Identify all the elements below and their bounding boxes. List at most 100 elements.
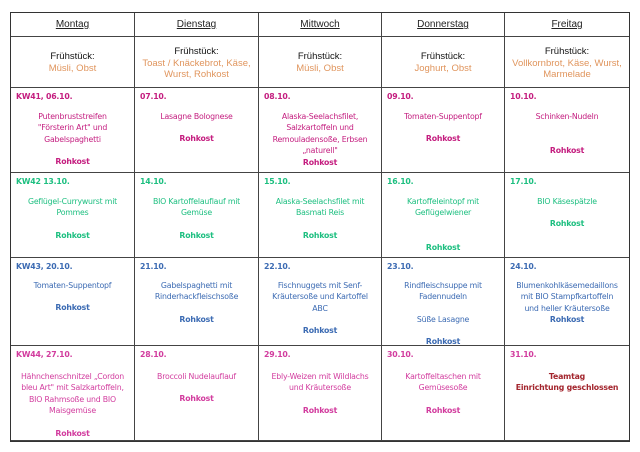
rohkost-label: Rohkost	[425, 242, 461, 252]
meal-line: Einrichtung geschlossen	[515, 383, 619, 393]
day-cell: 21.10. Gabelspaghetti mit Rinderhackfleisc…	[135, 258, 259, 346]
meal-line: Gabelspaghetti	[44, 134, 101, 144]
cell-menu: Blumenkohlkäsemedaillons mit BIO Stampfka…	[507, 280, 627, 326]
day-cell: 10.10. Schinken-Nudeln Rohkost	[505, 88, 629, 173]
meal-name: Alaska-Seelachsfilet mit Basmati Reis	[261, 196, 379, 219]
breakfast-items: Müsli, Obst	[259, 63, 381, 75]
breakfast-item-line: Toast / Knäckebrot, Käse,	[142, 57, 251, 69]
meal-line: Gemüse	[180, 208, 213, 218]
cell-menu: Tomaten-Suppentopf Rohkost	[13, 280, 132, 314]
cell-date: 17.10.	[510, 177, 537, 186]
meal-line: Kräutersoße und Kartoffel	[272, 292, 368, 302]
rohkost-label: Rohkost	[302, 326, 338, 336]
cell-date: KW43, 20.10.	[16, 262, 73, 271]
meal-line: Pommes	[56, 208, 89, 218]
day-cell: 07.10. Lasagne Bolognese Rohkost	[135, 88, 259, 173]
meal-line: bleu Art" mit Salzkartoffeln,	[21, 383, 124, 393]
cell-date: 28.10.	[140, 350, 167, 359]
cell-menu: Kartoffeltaschen mit Gemüsesoße Rohkost	[384, 371, 502, 416]
breakfast-cell: Frühstück: Müsli, Obst	[11, 37, 135, 88]
meal-line: Hähnchenschnitzel „Cordon	[20, 372, 125, 381]
cell-menu: Kartoffeleintopf mit Geflügelwiener Rohkos…	[384, 196, 502, 253]
day-header-montag: Montag	[11, 13, 135, 37]
meal-name: Hähnchenschnitzel „Cordon bleu Art" mit S…	[13, 371, 132, 417]
breakfast-cell: Frühstück: Toast / Knäckebrot, Käse, Wurst…	[135, 37, 259, 88]
cell-date: 31.10.	[510, 350, 537, 359]
rohkost-label: Rohkost	[302, 230, 338, 240]
day-cell: 30.10. Kartoffeltaschen mit Gemüsesoße Rohk…	[382, 346, 505, 441]
day-cell: 09.10. Tomaten-Suppentopf Rohkost	[382, 88, 505, 173]
day-cell: 17.10. BIO Käsespätzle Rohkost	[505, 173, 629, 258]
meal-line: Alaska-Seelachsfilet,	[281, 112, 359, 121]
day-cell: 16.10. Kartoffeleintopf mit Geflügelwiener…	[382, 173, 505, 258]
day-header-freitag: Freitag	[505, 13, 629, 37]
cell-date: KW44, 27.10.	[16, 350, 73, 359]
meal-line: mit BIO Stampfkartoffeln	[520, 292, 614, 302]
breakfast-item-line: Marmelade	[543, 69, 591, 80]
breakfast-items: Vollkornbrot, Käse, Wurst, Marmelade	[505, 58, 629, 81]
cell-menu: Putenbruststreifen "Försterin Art" und Gab…	[13, 111, 132, 168]
meal-line: Putenbruststreifen	[38, 112, 107, 121]
day-header-mittwoch: Mittwoch	[259, 13, 382, 37]
meal-name: Kartoffeltaschen mit Gemüsesoße	[384, 371, 502, 394]
meal-name: Blumenkohlkäsemedaillons mit BIO Stampfka…	[507, 280, 627, 314]
day-cell: 24.10. Blumenkohlkäsemedaillons mit BIO St…	[505, 258, 629, 346]
meal-line: Kartoffeleintopf mit	[407, 197, 479, 206]
cell-date: 29.10.	[264, 350, 291, 359]
breakfast-cell: Frühstück: Joghurt, Obst	[382, 37, 505, 88]
rohkost-label: Rohkost	[55, 157, 90, 167]
day-cell: 14.10. BIO Kartoffelauflauf mit Gemüse Rohk…	[135, 173, 259, 258]
meal-name: Putenbruststreifen "Försterin Art" und Gab…	[13, 111, 132, 145]
rohkost-label: Rohkost	[549, 219, 585, 229]
day-cell: 29.10. Ebly-Weizen mit Wildlachs und Kräut…	[259, 346, 382, 441]
cell-menu: Broccoli Nudelauflauf Rohkost	[137, 371, 256, 405]
rohkost-label: Rohkost	[179, 394, 214, 404]
meal-line: BIO Kartoffelauflauf mit	[152, 197, 241, 206]
meal-line: Lasagne Bolognese	[160, 112, 233, 121]
extra-meal: Süße Lasagne	[416, 314, 470, 324]
day-cell: KW44, 27.10. Hähnchenschnitzel „Cordon ble…	[11, 346, 135, 441]
day-cell: 08.10. Alaska-Seelachsfilet, Salzkartoffel…	[259, 88, 382, 173]
meal-line: „naturell"	[302, 146, 338, 156]
breakfast-item-line: Müsli, Obst	[296, 62, 344, 74]
rohkost-label: Rohkost	[549, 146, 585, 156]
meal-name: Rindfleischsuppe mit Fadennudeln	[384, 280, 502, 303]
meal-line: Geflügel-Currywurst mit	[27, 197, 118, 206]
meal-name: BIO Käsespätzle	[507, 196, 627, 207]
meal-name: Tomaten-Suppentopf	[13, 280, 132, 291]
day-cell: KW42 13.10. Geflügel-Currywurst mit Pommes…	[11, 173, 135, 258]
meal-line: BIO Käsespätzle	[537, 197, 597, 206]
cell-menu: Alaska-Seelachsfilet mit Basmati Reis Rohk…	[261, 196, 379, 241]
meal-line: Geflügelwiener	[414, 208, 472, 218]
meal-name: Broccoli Nudelauflauf	[137, 371, 256, 382]
meal-plan-table: Montag Dienstag Mittwoch Donnerstag Freitag F…	[10, 12, 630, 442]
meal-line: Ebly-Weizen mit Wildlachs	[271, 372, 369, 381]
breakfast-label: Frühstück:	[174, 46, 219, 57]
meal-line: Rinderhackfleischsoße	[154, 292, 239, 302]
meal-name: Ebly-Weizen mit Wildlachs und Kräutersoße	[261, 371, 379, 394]
meal-name: Tomaten-Suppentopf	[384, 111, 502, 122]
cell-date: KW42 13.10.	[16, 177, 70, 186]
meal-name: Kartoffeleintopf mit Geflügelwiener	[384, 196, 502, 219]
cell-menu: BIO Kartoffelauflauf mit Gemüse Rohkost	[137, 196, 256, 241]
breakfast-label: Frühstück:	[297, 51, 343, 62]
cell-menu: Rindfleischsuppe mit Fadennudeln Süße Lasa…	[384, 280, 502, 345]
meal-line: Rindfleischsuppe mit	[404, 281, 482, 290]
breakfast-items: Müsli, Obst	[11, 63, 134, 75]
rohkost-label: Rohkost	[179, 314, 214, 324]
rohkost-label: Rohkost	[302, 157, 338, 167]
cell-menu: Schinken-Nudeln Rohkost	[507, 111, 627, 157]
meal-line: Fischnuggets mit Senf-	[277, 281, 363, 290]
day-header-donnerstag: Donnerstag	[382, 13, 505, 37]
meal-name: BIO Kartoffelauflauf mit Gemüse	[137, 196, 256, 219]
meal-line: Gabelspaghetti mit	[160, 281, 233, 290]
breakfast-label: Frühstück:	[420, 51, 466, 62]
cell-date: 09.10.	[387, 92, 414, 101]
meal-name: Gabelspaghetti mit Rinderhackfleischsoße	[137, 280, 256, 303]
cell-date: 30.10.	[387, 350, 414, 359]
meal-line: Teamtag	[548, 372, 586, 381]
meal-name: Geflügel-Currywurst mit Pommes	[13, 196, 132, 219]
day-cell: 22.10. Fischnuggets mit Senf- Kräutersoße …	[259, 258, 382, 346]
meal-line: Alaska-Seelachsfilet mit	[275, 197, 365, 206]
cell-date: 07.10.	[140, 92, 167, 101]
